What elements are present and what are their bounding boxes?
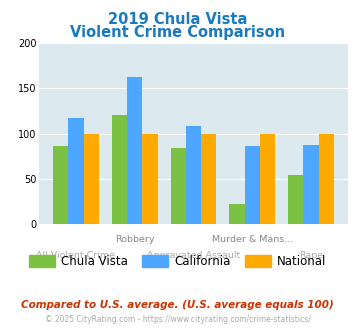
- Bar: [127, 77, 142, 224]
- Text: Aggravated Assault: Aggravated Assault: [147, 251, 240, 260]
- Bar: [186, 126, 201, 224]
- Bar: [112, 115, 127, 224]
- Text: Violent Crime Comparison: Violent Crime Comparison: [70, 25, 285, 40]
- Bar: [260, 134, 275, 224]
- Bar: [142, 134, 158, 224]
- Text: 2019 Chula Vista: 2019 Chula Vista: [108, 12, 247, 26]
- Bar: [201, 134, 217, 224]
- Legend: Chula Vista, California, National: Chula Vista, California, National: [24, 250, 331, 273]
- Bar: [229, 204, 245, 224]
- Bar: [288, 176, 303, 224]
- Bar: [170, 148, 186, 224]
- Text: Rape: Rape: [299, 251, 323, 260]
- Bar: [318, 134, 334, 224]
- Text: Murder & Mans...: Murder & Mans...: [212, 235, 293, 244]
- Bar: [303, 146, 318, 224]
- Text: Robbery: Robbery: [115, 235, 154, 244]
- Bar: [245, 147, 260, 224]
- Bar: [53, 147, 69, 224]
- Text: © 2025 CityRating.com - https://www.cityrating.com/crime-statistics/: © 2025 CityRating.com - https://www.city…: [45, 315, 310, 324]
- Bar: [69, 118, 84, 224]
- Bar: [84, 134, 99, 224]
- Text: All Violent Crime: All Violent Crime: [37, 251, 115, 260]
- Text: Compared to U.S. average. (U.S. average equals 100): Compared to U.S. average. (U.S. average …: [21, 300, 334, 310]
